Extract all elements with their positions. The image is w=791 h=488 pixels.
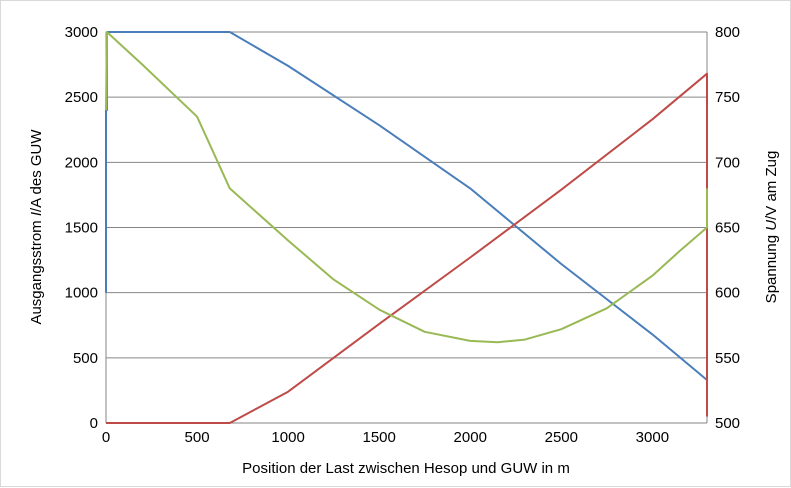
y-right-tick-label-6: 800 bbox=[715, 24, 740, 41]
series-line-3 bbox=[105, 31, 708, 344]
y-right-tick-label-5: 750 bbox=[715, 89, 740, 106]
y-right-tick-label-4: 700 bbox=[715, 154, 740, 171]
x-tick-label-6: 3000 bbox=[636, 429, 669, 446]
y-axis-right-title: Spannung U/V am Zug bbox=[763, 151, 780, 304]
y-left-tick-label-6: 3000 bbox=[65, 24, 98, 41]
x-tick-label-2: 1000 bbox=[271, 429, 304, 446]
y-axis-left-title-symbol: I bbox=[28, 212, 45, 216]
y-left-tick-label-4: 2000 bbox=[65, 154, 98, 171]
x-tick-label-4: 2000 bbox=[454, 429, 487, 446]
series-lines bbox=[105, 31, 708, 424]
series-line-2 bbox=[106, 72, 708, 424]
y-axis-right-title-symbol: U bbox=[763, 220, 780, 231]
x-axis-title: Position der Last zwischen Hesop und GUW… bbox=[242, 460, 570, 477]
y-axis-left-title: Ausgangsstrom I/A des GUW bbox=[28, 129, 45, 325]
y-left-tick-label-3: 1500 bbox=[65, 220, 98, 237]
y-right-tick-label-3: 650 bbox=[715, 220, 740, 237]
y-right-tick-label-0: 500 bbox=[715, 415, 740, 432]
y-axis-left-title-pre: Ausgangsstrom bbox=[28, 216, 45, 324]
x-tick-label-5: 2500 bbox=[545, 429, 578, 446]
y-left-tick-label-1: 500 bbox=[73, 350, 98, 367]
y-left-tick-label-2: 1000 bbox=[65, 285, 98, 302]
y-left-tick-label-5: 2500 bbox=[65, 89, 98, 106]
series-line-1 bbox=[105, 31, 708, 381]
y-right-tick-label-2: 600 bbox=[715, 285, 740, 302]
y-right-tick-label-1: 550 bbox=[715, 350, 740, 367]
y-left-tick-label-0: 0 bbox=[90, 415, 98, 432]
grid-lines bbox=[106, 31, 707, 424]
x-tick-label-1: 500 bbox=[185, 429, 210, 446]
x-tick-label-0: 0 bbox=[102, 429, 110, 446]
x-tick-label-3: 1500 bbox=[362, 429, 395, 446]
y-axis-left-title-post: /A des GUW bbox=[28, 129, 45, 212]
tick-labels: 0 500 1000 1500 2000 2500 3000 0 500 1000 1500 2000… bbox=[65, 24, 740, 446]
y-axis-right-title-post: /V am Zug bbox=[763, 151, 780, 220]
y-axis-right-title-pre: Spannung bbox=[763, 231, 780, 304]
